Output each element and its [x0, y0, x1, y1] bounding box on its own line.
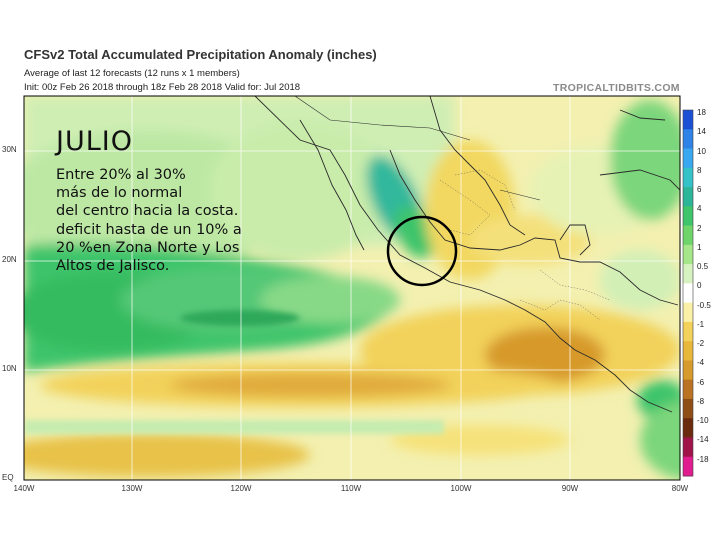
graticule [24, 96, 680, 480]
colorbar-swatch [683, 129, 693, 150]
colorbar-tick-label: -2 [697, 339, 705, 349]
colorbar-tick-label: -8 [697, 396, 705, 406]
colorbar-swatch [683, 456, 693, 477]
colorbar-swatch [683, 379, 693, 400]
init-valid-dates: Init: 00z Feb 26 2018 through 18z Feb 28… [24, 82, 301, 93]
month-heading: JULIO [56, 126, 133, 157]
lat-label-eq: EQ [2, 473, 14, 482]
note-line: del centro hacia la costa. [56, 203, 239, 220]
colorbar-tick-label: 0.5 [697, 262, 709, 272]
colorbar-swatch [683, 360, 693, 381]
lon-label-90w: 90W [561, 484, 579, 493]
lat-label-30n: 30N [2, 145, 17, 154]
colorbar-tick-label: -0.5 [697, 300, 711, 310]
colorbar [682, 109, 694, 477]
colorbar-swatch [683, 167, 693, 188]
lon-label-130w: 130W [121, 484, 143, 493]
colorbar-tick-label: -14 [697, 435, 709, 445]
colorbar-swatch [683, 110, 693, 130]
lon-label-100w: 100W [450, 484, 472, 493]
lat-label-10n: 10N [2, 364, 17, 373]
colorbar-tick-label: 14 [697, 127, 706, 137]
lon-label-110w: 110W [340, 484, 362, 493]
coastlines [254, 96, 680, 413]
colorbar-swatch [683, 398, 693, 419]
note-line: deficit hasta de un 10% a [56, 221, 242, 238]
colorbar-swatch [683, 244, 693, 265]
note-line: Entre 20% al 30% [56, 167, 186, 183]
colorbar-tick-label: -4 [697, 358, 705, 368]
note-line: 20 %en Zona Norte y Los [56, 239, 240, 256]
colorbar-tick-label: 10 [697, 146, 706, 156]
colorbar-swatch [683, 206, 693, 227]
colorbar-tick-label: 6 [697, 185, 702, 195]
lon-label-120w: 120W [230, 484, 252, 493]
note-line: más de lo normal [56, 185, 183, 202]
colorbar-tick-label: 1 [697, 242, 702, 252]
colorbar-swatch [683, 418, 693, 438]
colorbar-swatch [683, 283, 693, 304]
colorbar-tick-label: 4 [697, 204, 702, 214]
colorbar-tick-label: -18 [697, 454, 709, 464]
colorbar-tick-label: -6 [697, 377, 705, 387]
colorbar-swatch [683, 341, 693, 361]
map-title: CFSv2 Total Accumulated Precipitation An… [24, 47, 377, 62]
lon-label-80w: 80W [671, 484, 689, 493]
colorbar-swatch [683, 264, 693, 284]
colorbar-tick-label: -10 [697, 416, 709, 426]
colorbar-tick-label: 8 [697, 165, 702, 175]
colorbar-tick-label: 18 [697, 108, 706, 117]
forecast-note: Entre 20% al 30% más de lo normal del ce… [56, 166, 286, 275]
colorbar-frame [682, 109, 694, 477]
lat-label-20n: 20N [2, 255, 17, 264]
colorbar-swatch [683, 321, 693, 342]
colorbar-swatch [683, 187, 693, 207]
note-line: Altos de Jalisco. [56, 258, 170, 275]
colorbar-swatch [683, 225, 693, 246]
state-borders [439, 169, 611, 321]
map-frame [23, 95, 681, 481]
highlight-circle [386, 215, 458, 287]
colorbar-tick-label: 2 [697, 223, 702, 233]
anomaly-field [24, 96, 680, 480]
lon-label-140w: 140W [13, 484, 35, 493]
colorbar-swatch [683, 437, 693, 458]
colorbar-tick-label: -1 [697, 319, 705, 329]
map-subtitle: Average of last 12 forecasts (12 runs x … [24, 68, 240, 79]
colorbar-tick-label: 0 [697, 281, 702, 291]
colorbar-swatch [683, 302, 693, 323]
colorbar-swatch [683, 148, 693, 169]
brand-watermark: TROPICALTIDBITS.COM [553, 82, 680, 94]
